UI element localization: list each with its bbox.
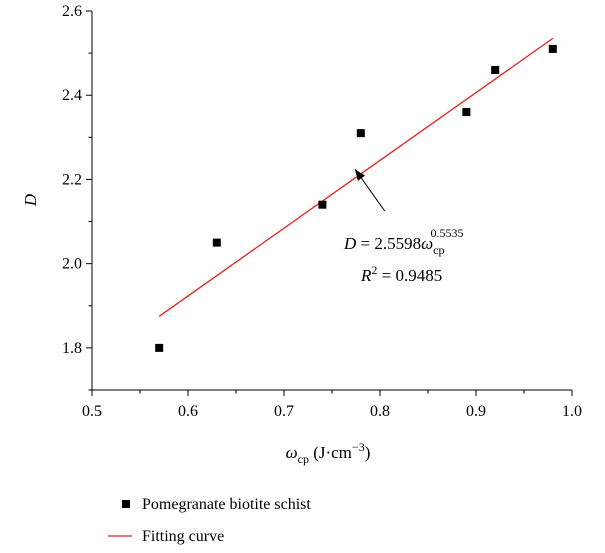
y-tick-label: 2.2 bbox=[62, 171, 82, 188]
y-tick-label: 1.8 bbox=[62, 340, 82, 357]
y-tick-label: 2.6 bbox=[62, 3, 82, 20]
x-axis-subscript: cp bbox=[298, 452, 309, 466]
x-axis-unit: (J·cm bbox=[309, 443, 352, 462]
data-points-layer bbox=[155, 44, 557, 352]
x-axis-unit-exponent: −3 bbox=[352, 440, 365, 454]
legend-label-points: Pomegranate biotite schist bbox=[142, 496, 311, 513]
data-point bbox=[212, 238, 221, 247]
x-axis-unit-close: ) bbox=[365, 443, 371, 462]
x-tick-label: 0.5 bbox=[82, 403, 102, 420]
equation-symbol: ω bbox=[421, 234, 433, 253]
data-point bbox=[155, 343, 164, 352]
data-point bbox=[356, 129, 365, 138]
legend: Pomegranate biotite schist Fitting curve bbox=[108, 496, 311, 545]
legend-label-line: Fitting curve bbox=[142, 528, 224, 545]
x-tick-label: 0.9 bbox=[466, 403, 486, 420]
x-tick-labels: 0.5 0.6 0.7 0.8 0.9 1.0 bbox=[82, 403, 582, 420]
equation-subscript: cp bbox=[433, 243, 444, 257]
x-tick-label: 0.6 bbox=[178, 403, 198, 420]
data-point bbox=[548, 44, 557, 53]
data-point bbox=[462, 108, 471, 117]
r-squared-exponent: 2 bbox=[371, 263, 377, 277]
y-axis-title: D bbox=[21, 193, 40, 207]
equation-annotation: D = 2.5598ωcp 0.5535 R2 = 0.9485 bbox=[343, 169, 463, 285]
y-tick-labels: 1.8 2.0 2.2 2.4 2.6 bbox=[62, 3, 82, 357]
annotation-arrow-head bbox=[355, 169, 366, 181]
r-squared: R2 = 0.9485 bbox=[360, 263, 442, 285]
axis-ticks bbox=[86, 10, 573, 396]
fitting-curve bbox=[158, 37, 554, 317]
y-tick-label: 2.0 bbox=[62, 256, 82, 273]
x-axis-symbol: ω bbox=[286, 443, 298, 462]
equation-lhs: D bbox=[343, 234, 357, 253]
y-tick-label: 2.4 bbox=[62, 87, 82, 104]
fit-equation: D = 2.5598ωcp 0.5535 bbox=[343, 226, 463, 257]
axes bbox=[91, 11, 572, 391]
x-tick-label: 1.0 bbox=[562, 403, 582, 420]
x-tick-label: 0.8 bbox=[370, 403, 390, 420]
x-axis-title: ωcp (J·cm−3) bbox=[286, 440, 371, 466]
equation-coefficient: = 2.5598 bbox=[356, 234, 421, 253]
data-point bbox=[318, 200, 327, 209]
legend-marker-points bbox=[122, 500, 130, 508]
fitting-curve-layer bbox=[158, 37, 554, 317]
r-squared-symbol: R bbox=[360, 266, 372, 285]
r-squared-value: = 0.9485 bbox=[377, 266, 442, 285]
x-tick-label: 0.7 bbox=[274, 403, 294, 420]
equation-exponent: 0.5535 bbox=[430, 226, 463, 240]
data-point bbox=[491, 65, 500, 74]
